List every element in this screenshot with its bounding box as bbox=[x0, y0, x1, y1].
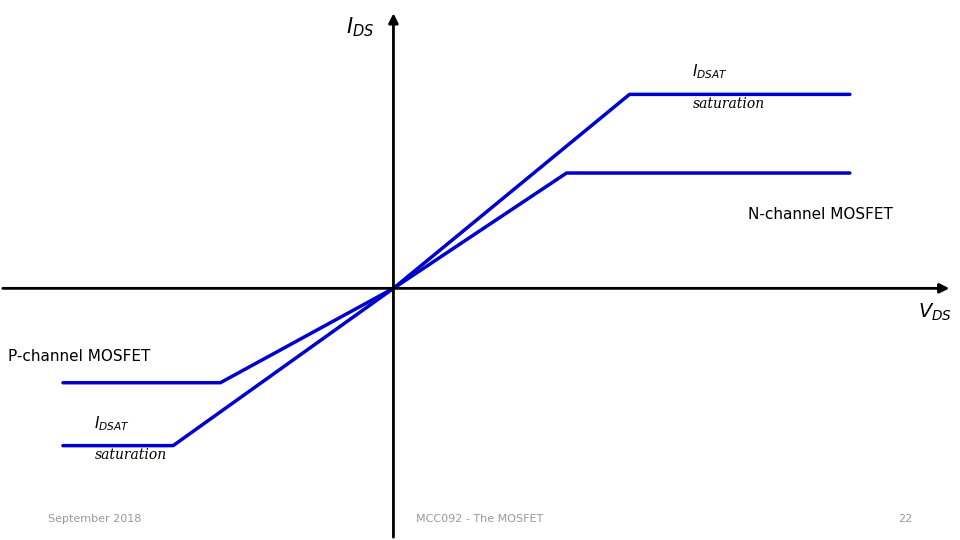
Text: saturation: saturation bbox=[94, 448, 166, 462]
Text: $I_{DSAT}$: $I_{DSAT}$ bbox=[692, 63, 729, 81]
Text: MCC092 - The MOSFET: MCC092 - The MOSFET bbox=[417, 514, 543, 524]
Text: September 2018: September 2018 bbox=[48, 514, 141, 524]
Text: $V_{DS}$: $V_{DS}$ bbox=[918, 301, 952, 323]
Text: $I_{DS}$: $I_{DS}$ bbox=[346, 16, 373, 39]
Text: $I_{DSAT}$: $I_{DSAT}$ bbox=[94, 414, 131, 433]
Text: N-channel MOSFET: N-channel MOSFET bbox=[748, 207, 893, 222]
Text: P-channel MOSFET: P-channel MOSFET bbox=[8, 349, 151, 364]
Text: saturation: saturation bbox=[692, 97, 764, 111]
Text: 22: 22 bbox=[898, 514, 912, 524]
